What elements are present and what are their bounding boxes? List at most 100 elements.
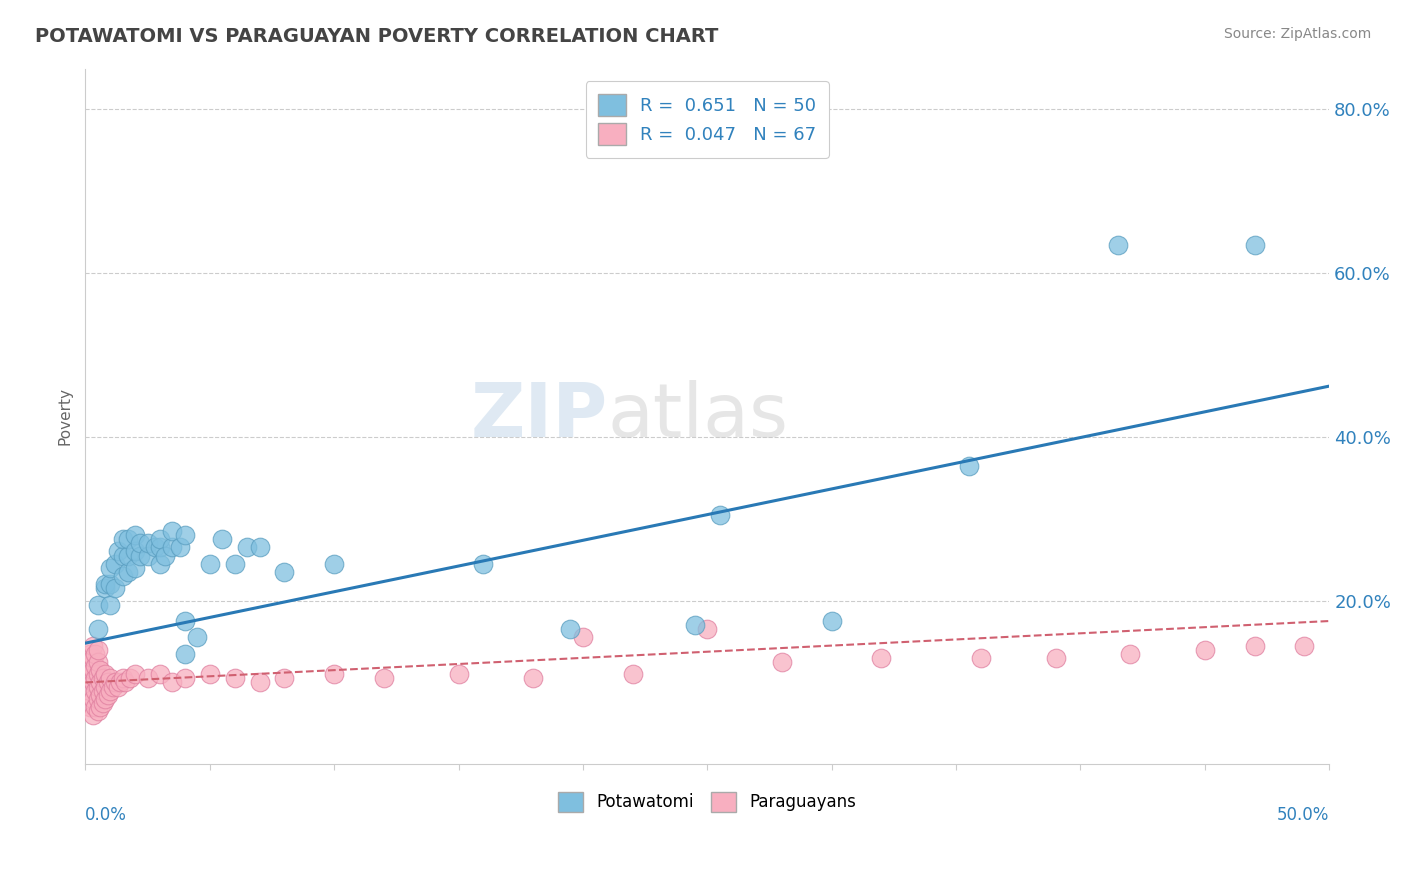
Text: ZIP: ZIP: [471, 380, 607, 453]
Point: [87, 642, 110, 657]
Point: [111, 549, 134, 563]
Point: [87, 667, 110, 681]
Text: 0.0%: 0.0%: [86, 806, 128, 824]
Point: [89, 663, 111, 677]
Point: [89, 700, 111, 714]
Point: [89, 675, 111, 690]
Point: [108, 675, 131, 690]
Point: [143, 541, 166, 555]
Point: [97, 688, 120, 702]
Point: [117, 565, 139, 579]
Point: [323, 667, 346, 681]
Y-axis label: Poverty: Poverty: [58, 387, 72, 445]
Point: [87, 655, 110, 669]
Point: [198, 667, 221, 681]
Point: [129, 549, 152, 563]
Point: [169, 541, 191, 555]
Point: [560, 622, 582, 636]
Point: [224, 557, 246, 571]
Point: [84, 700, 107, 714]
Point: [522, 671, 544, 685]
Point: [149, 541, 172, 555]
Point: [79, 659, 101, 673]
Point: [1243, 639, 1265, 653]
Point: [111, 532, 134, 546]
Point: [124, 561, 146, 575]
Point: [89, 688, 111, 702]
Point: [97, 675, 120, 690]
Point: [84, 659, 107, 673]
Point: [94, 680, 117, 694]
Point: [111, 569, 134, 583]
Point: [136, 549, 159, 563]
Point: [79, 647, 101, 661]
Point: [1045, 651, 1067, 665]
Point: [149, 557, 172, 571]
Point: [149, 667, 172, 681]
Point: [120, 671, 142, 685]
Point: [117, 532, 139, 546]
Point: [104, 582, 127, 596]
Point: [87, 704, 110, 718]
Point: [94, 582, 117, 596]
Point: [153, 549, 176, 563]
Point: [162, 524, 184, 538]
Point: [198, 557, 221, 571]
Point: [104, 557, 127, 571]
Point: [1243, 237, 1265, 252]
Point: [94, 667, 117, 681]
Point: [709, 508, 731, 522]
Point: [87, 691, 110, 706]
Point: [472, 557, 495, 571]
Point: [970, 651, 993, 665]
Point: [870, 651, 893, 665]
Point: [173, 528, 195, 542]
Point: [104, 675, 127, 690]
Point: [107, 680, 129, 694]
Point: [224, 671, 246, 685]
Point: [957, 458, 980, 473]
Point: [186, 631, 208, 645]
Point: [236, 541, 259, 555]
Point: [82, 639, 104, 653]
Point: [572, 631, 595, 645]
Point: [447, 667, 470, 681]
Point: [1194, 642, 1216, 657]
Point: [91, 671, 114, 685]
Text: Source: ZipAtlas.com: Source: ZipAtlas.com: [1223, 27, 1371, 41]
Point: [79, 683, 101, 698]
Point: [98, 683, 121, 698]
Point: [124, 528, 146, 542]
Text: POTAWATOMI VS PARAGUAYAN POVERTY CORRELATION CHART: POTAWATOMI VS PARAGUAYAN POVERTY CORRELA…: [35, 27, 718, 45]
Point: [79, 671, 101, 685]
Point: [696, 622, 718, 636]
Point: [273, 671, 295, 685]
Point: [136, 536, 159, 550]
Point: [129, 536, 152, 550]
Legend: R =  0.651   N = 50, R =  0.047   N = 67: R = 0.651 N = 50, R = 0.047 N = 67: [586, 81, 828, 158]
Point: [82, 663, 104, 677]
Point: [107, 544, 129, 558]
Point: [82, 708, 104, 723]
Point: [162, 541, 184, 555]
Point: [173, 671, 195, 685]
Point: [98, 577, 121, 591]
Text: atlas: atlas: [607, 380, 789, 453]
Point: [84, 647, 107, 661]
Point: [82, 675, 104, 690]
Point: [87, 622, 110, 636]
Point: [173, 647, 195, 661]
Point: [136, 671, 159, 685]
Point: [94, 577, 117, 591]
Point: [94, 691, 117, 706]
Point: [1107, 237, 1129, 252]
Point: [79, 700, 101, 714]
Point: [111, 671, 134, 685]
Point: [162, 675, 184, 690]
Point: [84, 683, 107, 698]
Point: [98, 598, 121, 612]
Point: [1294, 639, 1316, 653]
Point: [1119, 647, 1142, 661]
Point: [87, 598, 110, 612]
Point: [621, 667, 644, 681]
